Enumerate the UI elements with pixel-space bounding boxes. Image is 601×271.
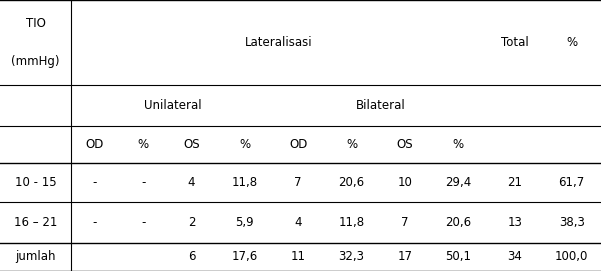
Text: 20,6: 20,6 [445, 216, 471, 229]
Text: OS: OS [397, 138, 413, 151]
Text: -: - [93, 176, 97, 189]
Text: 17,6: 17,6 [231, 250, 258, 263]
Text: 29,4: 29,4 [445, 176, 471, 189]
Text: 32,3: 32,3 [338, 250, 364, 263]
Text: 17: 17 [397, 250, 412, 263]
Text: 11,8: 11,8 [231, 176, 258, 189]
Text: 11: 11 [291, 250, 305, 263]
Text: Bilateral: Bilateral [356, 99, 406, 112]
Text: 7: 7 [401, 216, 409, 229]
Text: -: - [141, 176, 145, 189]
Text: OD: OD [289, 138, 307, 151]
Text: OD: OD [86, 138, 104, 151]
Text: OS: OS [183, 138, 200, 151]
Text: %: % [138, 138, 149, 151]
Text: 10: 10 [397, 176, 412, 189]
Text: 100,0: 100,0 [555, 250, 588, 263]
Text: 21: 21 [507, 176, 522, 189]
Text: 5,9: 5,9 [236, 216, 254, 229]
Text: 10 - 15: 10 - 15 [14, 176, 56, 189]
Text: 7: 7 [294, 176, 302, 189]
Text: %: % [239, 138, 250, 151]
Text: %: % [566, 36, 578, 49]
Text: 61,7: 61,7 [558, 176, 585, 189]
Text: TIO: TIO [25, 17, 46, 30]
Text: 34: 34 [507, 250, 522, 263]
Text: 4: 4 [294, 216, 302, 229]
Text: 6: 6 [188, 250, 195, 263]
Text: Lateralisasi: Lateralisasi [245, 36, 313, 49]
Text: jumlah: jumlah [15, 250, 56, 263]
Text: %: % [346, 138, 357, 151]
Text: -: - [93, 216, 97, 229]
Text: 4: 4 [188, 176, 195, 189]
Text: %: % [453, 138, 464, 151]
Text: 20,6: 20,6 [338, 176, 365, 189]
Text: 11,8: 11,8 [338, 216, 365, 229]
Text: 13: 13 [507, 216, 522, 229]
Text: Total: Total [501, 36, 529, 49]
Text: 38,3: 38,3 [559, 216, 585, 229]
Text: (mmHg): (mmHg) [11, 55, 59, 68]
Text: 50,1: 50,1 [445, 250, 471, 263]
Text: Unilateral: Unilateral [144, 99, 201, 112]
Text: -: - [141, 216, 145, 229]
Text: 16 – 21: 16 – 21 [14, 216, 57, 229]
Text: 2: 2 [188, 216, 195, 229]
